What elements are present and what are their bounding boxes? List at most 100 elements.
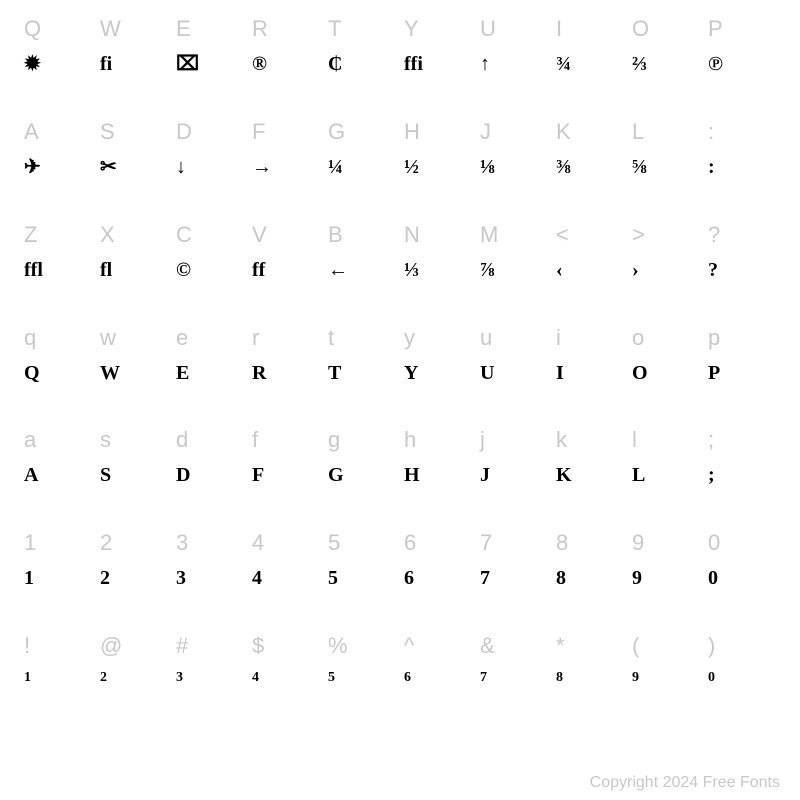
key-label: w bbox=[100, 327, 116, 349]
key-label: M bbox=[480, 224, 498, 246]
glyph-cell: 33 bbox=[172, 524, 248, 627]
key-label: C bbox=[176, 224, 192, 246]
key-label: H bbox=[404, 121, 420, 143]
glyph-char: 8 bbox=[556, 671, 563, 685]
key-label: t bbox=[328, 327, 334, 349]
key-label: 6 bbox=[404, 532, 416, 554]
glyph-char: S bbox=[100, 465, 111, 485]
glyph-char: ⅛ bbox=[480, 157, 495, 177]
glyph-char: ↑ bbox=[480, 54, 490, 74]
key-label: d bbox=[176, 429, 188, 451]
glyph-cell: 44 bbox=[248, 524, 324, 627]
key-label: ? bbox=[708, 224, 720, 246]
glyph-cell: M⅞ bbox=[476, 216, 552, 319]
glyph-char: ; bbox=[708, 465, 715, 485]
key-label: W bbox=[100, 18, 121, 40]
glyph-cell: H½ bbox=[400, 113, 476, 216]
glyph-cell: ?? bbox=[704, 216, 780, 319]
glyph-cell: 22 bbox=[96, 524, 172, 627]
copyright-text: Copyright 2024 Free Fonts bbox=[590, 774, 780, 792]
key-label: X bbox=[100, 224, 115, 246]
glyph-cell: (9 bbox=[628, 627, 704, 730]
key-label: B bbox=[328, 224, 343, 246]
key-label: ! bbox=[24, 635, 30, 657]
glyph-cell: O⅔ bbox=[628, 10, 704, 113]
key-label: 9 bbox=[632, 532, 644, 554]
glyph-char: → bbox=[252, 157, 272, 177]
glyph-char: R bbox=[252, 363, 266, 383]
glyph-char: ⅞ bbox=[480, 260, 495, 280]
glyph-char: 1 bbox=[24, 671, 31, 685]
glyph-cell: Zffl bbox=[20, 216, 96, 319]
glyph-char: ⅔ bbox=[632, 54, 647, 74]
glyph-char: ↓ bbox=[176, 157, 186, 177]
glyph-cell: ;; bbox=[704, 421, 780, 524]
glyph-cell: fF bbox=[248, 421, 324, 524]
glyph-cell: 11 bbox=[20, 524, 96, 627]
glyph-char: 2 bbox=[100, 671, 107, 685]
glyph-char: W bbox=[100, 363, 120, 383]
key-label: ; bbox=[708, 429, 714, 451]
glyph-cell: :: bbox=[704, 113, 780, 216]
glyph-char: 8 bbox=[556, 568, 566, 588]
glyph-char: 0 bbox=[708, 671, 715, 685]
glyph-cell: D↓ bbox=[172, 113, 248, 216]
glyph-cell: oO bbox=[628, 319, 704, 422]
glyph-cell: P℗ bbox=[704, 10, 780, 113]
key-label: 7 bbox=[480, 532, 492, 554]
glyph-cell: G¼ bbox=[324, 113, 400, 216]
glyph-cell: J⅛ bbox=[476, 113, 552, 216]
glyph-char: ₵ bbox=[328, 54, 342, 74]
key-label: h bbox=[404, 429, 416, 451]
glyph-cell: gG bbox=[324, 421, 400, 524]
key-label: ) bbox=[708, 635, 715, 657]
glyph-cell: $4 bbox=[248, 627, 324, 730]
key-label: A bbox=[24, 121, 39, 143]
glyph-cell: 77 bbox=[476, 524, 552, 627]
key-label: V bbox=[252, 224, 267, 246]
glyph-cell: R® bbox=[248, 10, 324, 113]
glyph-cell: kK bbox=[552, 421, 628, 524]
glyph-char: 6 bbox=[404, 671, 411, 685]
glyph-cell: T₵ bbox=[324, 10, 400, 113]
glyph-char: Y bbox=[404, 363, 418, 383]
glyph-cell: 99 bbox=[628, 524, 704, 627]
key-label: U bbox=[480, 18, 496, 40]
glyph-cell: 00 bbox=[704, 524, 780, 627]
key-label: r bbox=[252, 327, 259, 349]
glyph-cell: )0 bbox=[704, 627, 780, 730]
glyph-char: I bbox=[556, 363, 564, 383]
glyph-char: O bbox=[632, 363, 648, 383]
key-label: ( bbox=[632, 635, 639, 657]
glyph-cell: Yffi bbox=[400, 10, 476, 113]
glyph-cell: Vff bbox=[248, 216, 324, 319]
key-label: a bbox=[24, 429, 36, 451]
key-label: Y bbox=[404, 18, 419, 40]
glyph-cell: &7 bbox=[476, 627, 552, 730]
glyph-cell: iI bbox=[552, 319, 628, 422]
key-label: 4 bbox=[252, 532, 264, 554]
glyph-cell: E⌧ bbox=[172, 10, 248, 113]
glyph-char: 2 bbox=[100, 568, 110, 588]
key-label: j bbox=[480, 429, 485, 451]
key-label: & bbox=[480, 635, 495, 657]
glyph-cell: @2 bbox=[96, 627, 172, 730]
glyph-cell: Xfl bbox=[96, 216, 172, 319]
glyph-cell: 55 bbox=[324, 524, 400, 627]
glyph-char: K bbox=[556, 465, 572, 485]
glyph-char: 0 bbox=[708, 568, 718, 588]
glyph-cell: Q✹ bbox=[20, 10, 96, 113]
glyph-cell: sS bbox=[96, 421, 172, 524]
glyph-char: 9 bbox=[632, 568, 642, 588]
glyph-map-grid: Q✹WfiE⌧R®T₵YffiU↑I¾O⅔P℗A✈S✂D↓F→G¼H½J⅛K⅜L… bbox=[20, 10, 780, 730]
glyph-cell: 66 bbox=[400, 524, 476, 627]
key-label: ^ bbox=[404, 635, 414, 657]
glyph-cell: <‹ bbox=[552, 216, 628, 319]
glyph-cell: ^6 bbox=[400, 627, 476, 730]
glyph-char: 3 bbox=[176, 568, 186, 588]
key-label: u bbox=[480, 327, 492, 349]
key-label: p bbox=[708, 327, 720, 349]
glyph-cell: N⅓ bbox=[400, 216, 476, 319]
glyph-char: 7 bbox=[480, 568, 490, 588]
key-label: 8 bbox=[556, 532, 568, 554]
